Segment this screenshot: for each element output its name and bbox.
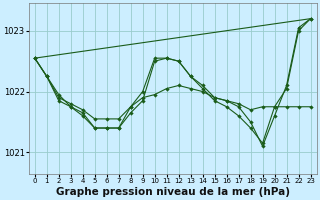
X-axis label: Graphe pression niveau de la mer (hPa): Graphe pression niveau de la mer (hPa) [56, 187, 290, 197]
